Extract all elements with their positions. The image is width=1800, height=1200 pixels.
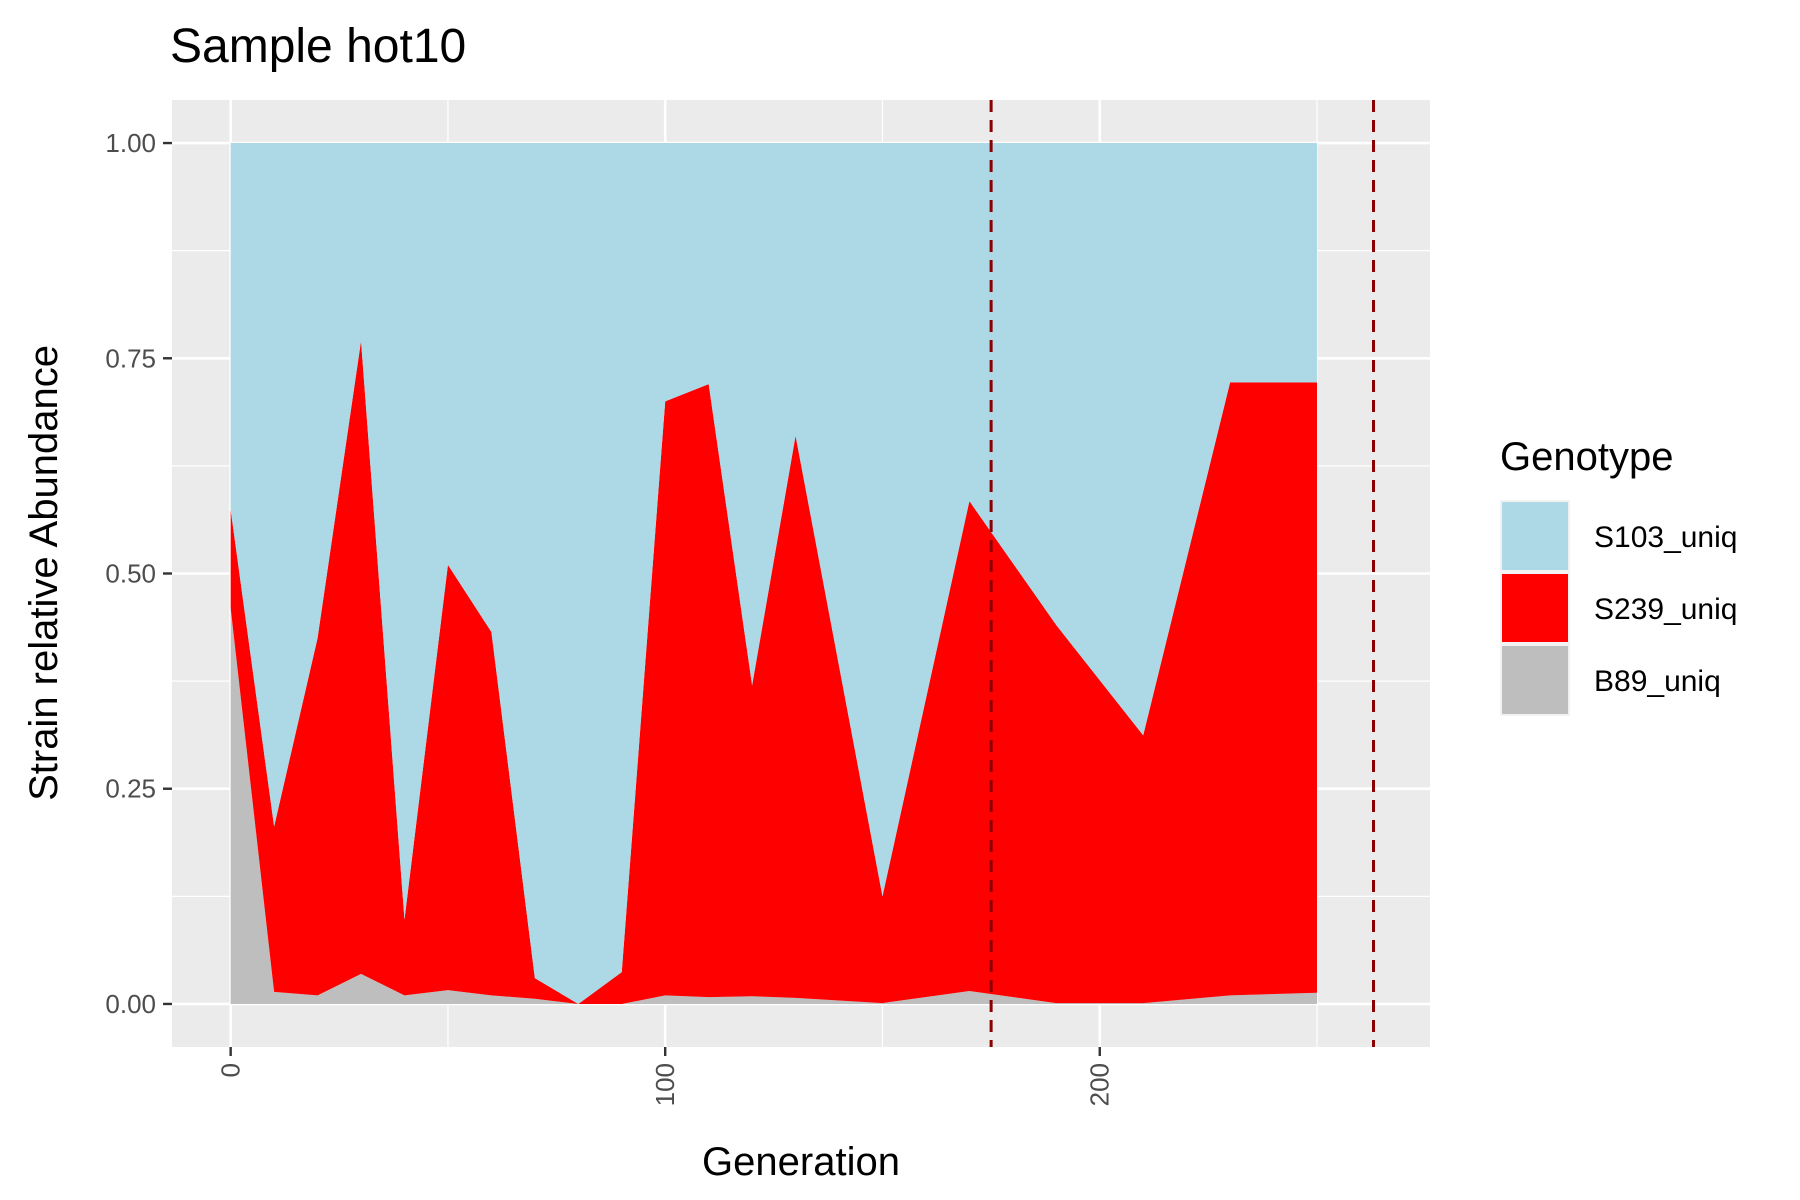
y-tick-label: 0.25 [105, 774, 156, 804]
area-s239-uniq [230, 341, 1318, 1004]
stacked-areas [230, 143, 1318, 1004]
legend-swatch [1502, 646, 1568, 714]
y-axis-title: Strain relative Abundance [22, 345, 66, 801]
reference-lines [989, 100, 1376, 1047]
chart-title: Sample hot10 [170, 20, 466, 73]
legend-swatch [1502, 502, 1568, 570]
y-tick-label: 1.00 [105, 128, 156, 158]
y-tick-label: 0.75 [105, 343, 156, 373]
x-tick-label: 200 [1085, 1063, 1115, 1106]
x-tick-label: 100 [650, 1063, 680, 1106]
legend-label: S239_uniq [1594, 593, 1737, 626]
legend-title: Genotype [1500, 435, 1673, 479]
y-tick-label: 0.00 [105, 989, 156, 1019]
x-axis: 0 100 200 [216, 1047, 1115, 1106]
y-axis: 0.00 0.25 0.50 0.75 1.00 [105, 128, 172, 1019]
legend: Genotype S103_uniq S239_uniq B89_uniq [1500, 435, 1737, 716]
x-axis-title: Generation [702, 1140, 900, 1184]
area-s103-uniq [230, 143, 1318, 1004]
legend-swatch [1502, 574, 1568, 642]
legend-label: S103_uniq [1594, 521, 1737, 554]
y-tick-label: 0.50 [105, 559, 156, 589]
x-tick-label: 0 [216, 1063, 246, 1077]
legend-label: B89_uniq [1594, 665, 1721, 698]
